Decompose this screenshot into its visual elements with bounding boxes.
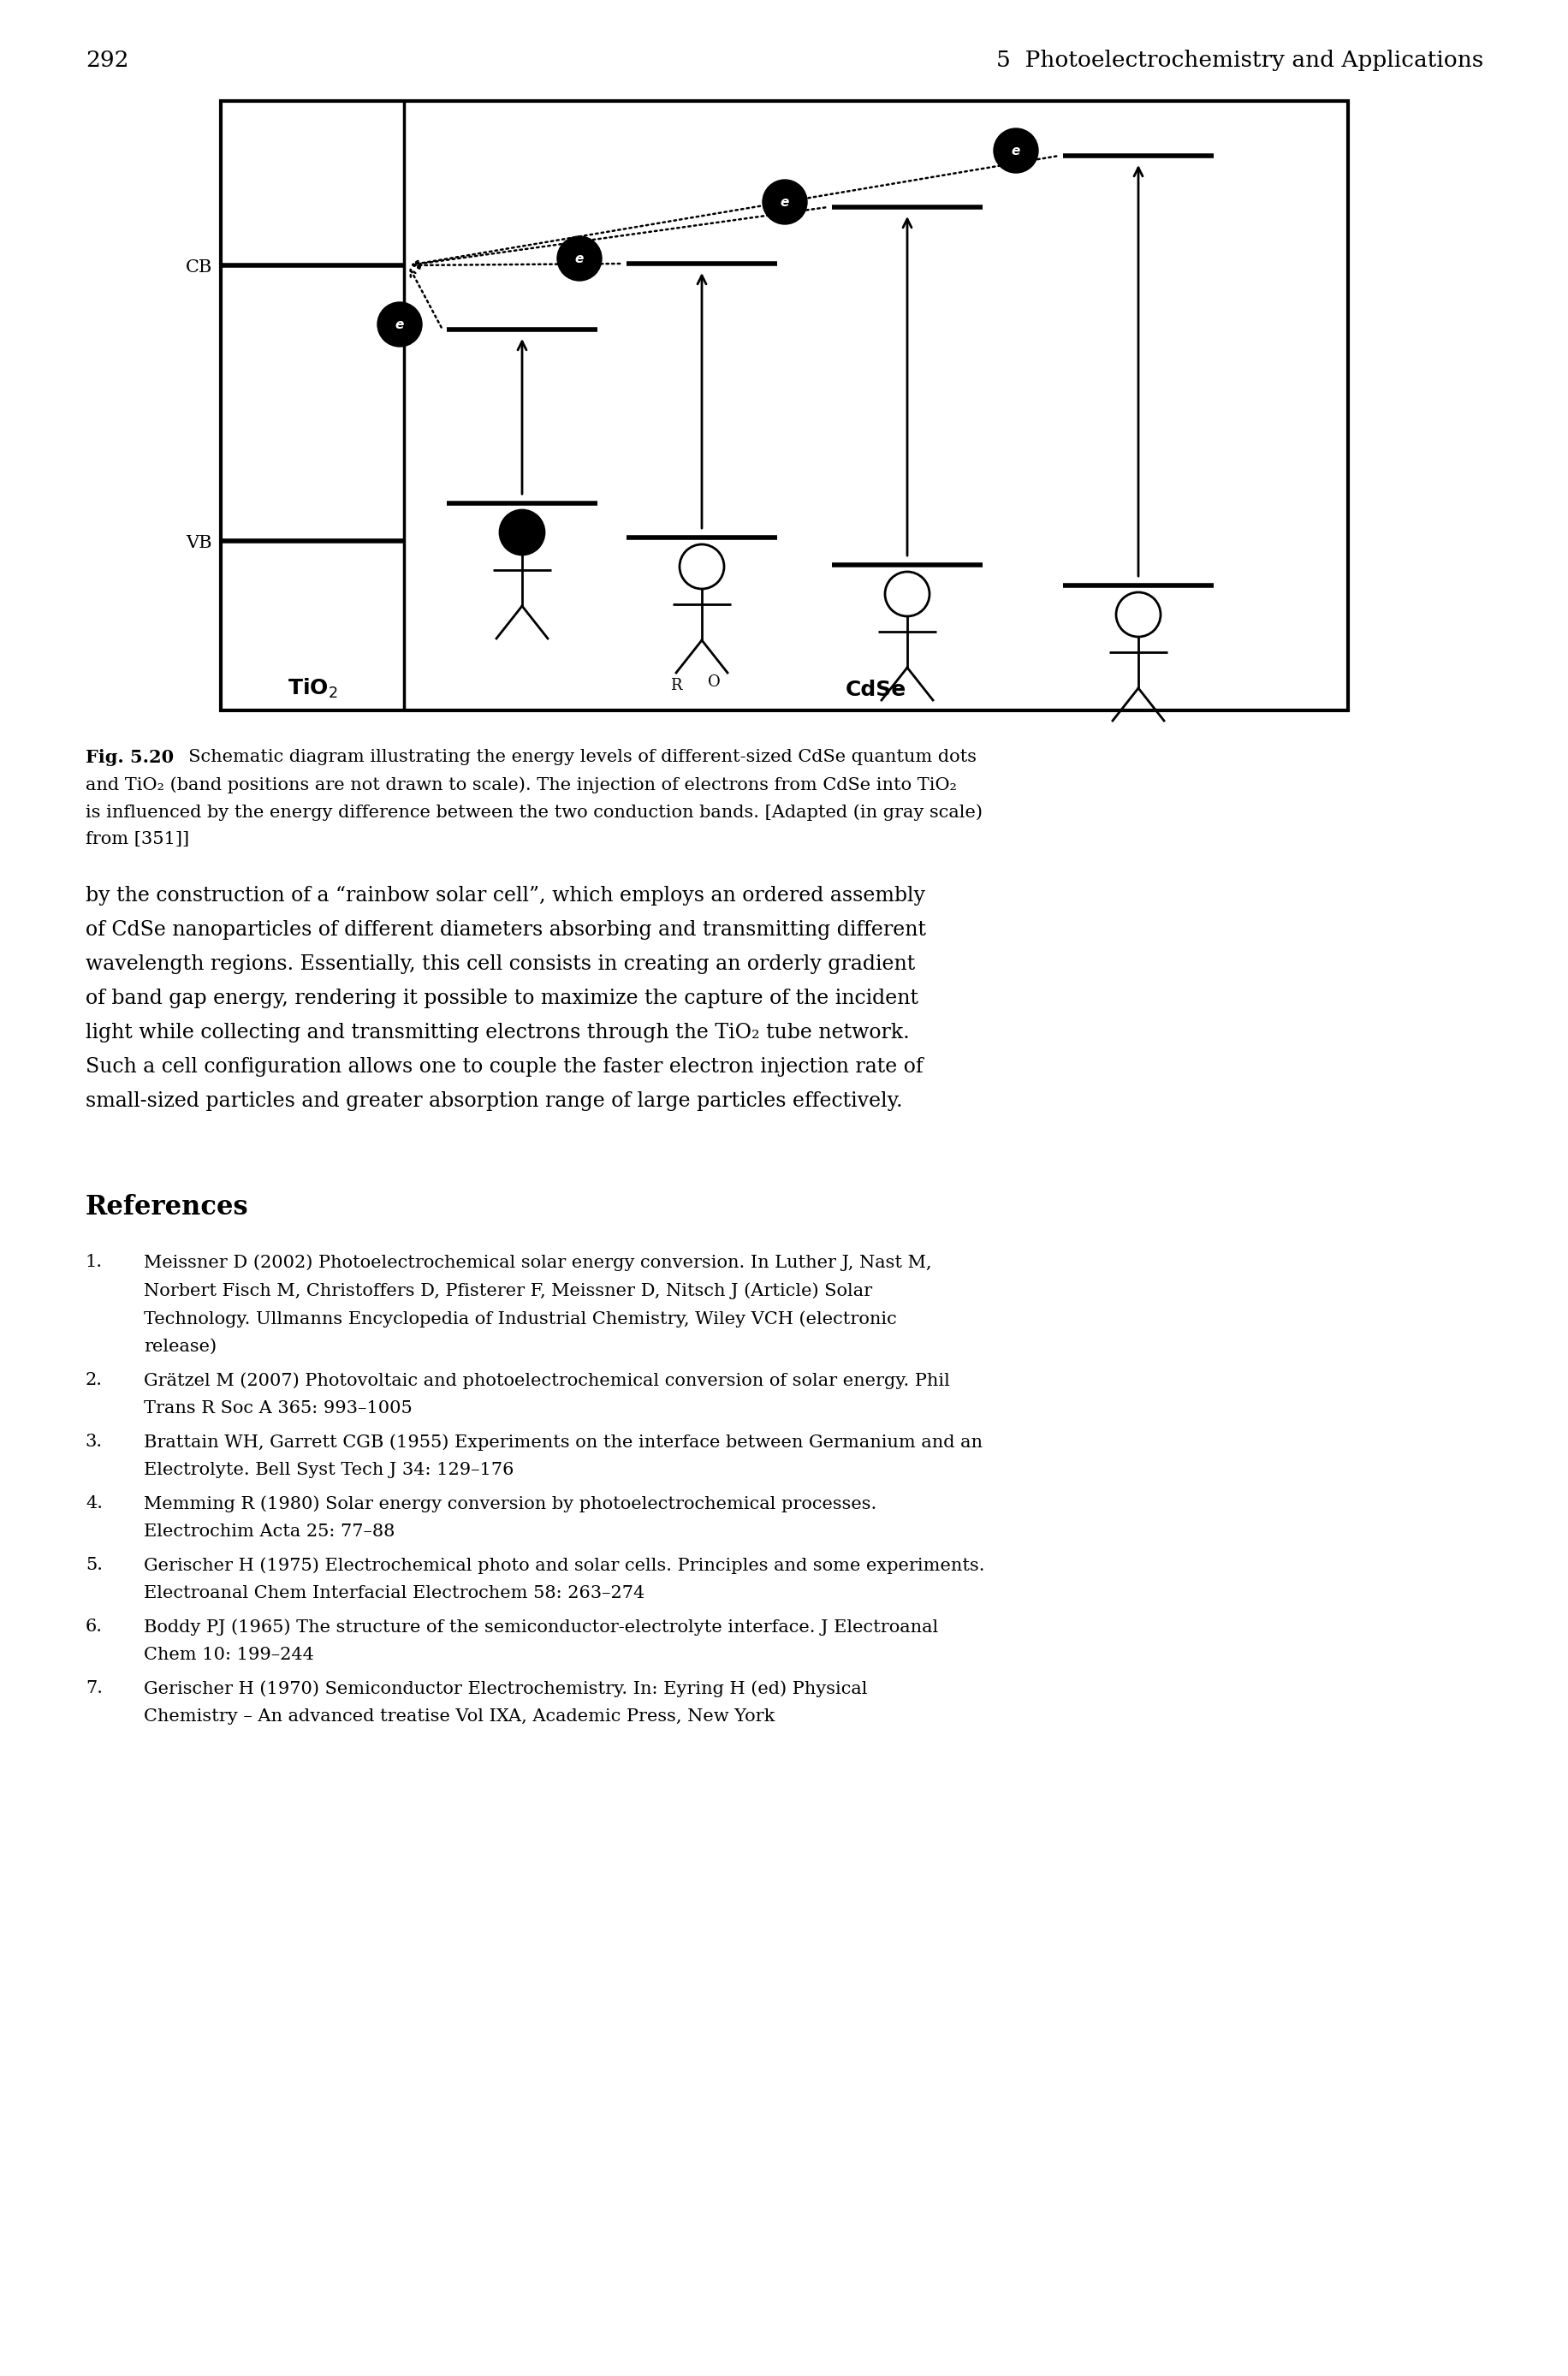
Text: 6.: 6. [86,1618,102,1635]
Text: 1.: 1. [85,1255,102,1271]
Text: release): release) [144,1338,216,1354]
Text: 5  Photoelectrochemistry and Applications: 5 Photoelectrochemistry and Applications [996,50,1482,71]
Text: of CdSe nanoparticles of different diameters absorbing and transmitting differen: of CdSe nanoparticles of different diame… [86,920,925,941]
Text: Gerischer H (1975) Electrochemical photo and solar cells. Principles and some ex: Gerischer H (1975) Electrochemical photo… [144,1556,985,1573]
Text: Brattain WH, Garrett CGB (1955) Experiments on the interface between Germanium a: Brattain WH, Garrett CGB (1955) Experime… [144,1433,982,1449]
Text: is influenced by the energy difference between the two conduction bands. [Adapte: is influenced by the energy difference b… [86,803,982,820]
Text: wavelength regions. Essentially, this cell consists in creating an orderly gradi: wavelength regions. Essentially, this ce… [86,955,914,974]
Text: Fig. 5.20: Fig. 5.20 [86,748,174,765]
Text: Norbert Fisch M, Christoffers D, Pfisterer F, Meissner D, Nitsch J (Article) Sol: Norbert Fisch M, Christoffers D, Pfister… [144,1283,872,1300]
Text: 7.: 7. [86,1680,102,1696]
Text: and TiO₂ (band positions are not drawn to scale). The injection of electrons fro: and TiO₂ (band positions are not drawn t… [86,777,956,794]
Text: 5.: 5. [86,1556,102,1573]
Text: light while collecting and transmitting electrons through the TiO₂ tube network.: light while collecting and transmitting … [86,1022,909,1043]
Text: Electrochim Acta 25: 77–88: Electrochim Acta 25: 77–88 [144,1523,395,1540]
Text: Gerischer H (1970) Semiconductor Electrochemistry. In: Eyring H (ed) Physical: Gerischer H (1970) Semiconductor Electro… [144,1680,867,1696]
Text: 4.: 4. [86,1495,102,1511]
Text: from [351]]: from [351]] [86,832,190,848]
Text: CB: CB [185,259,212,276]
Text: TiO$_2$: TiO$_2$ [287,677,337,701]
Text: e: e [395,318,405,330]
Circle shape [884,573,928,615]
Bar [221,102,1347,710]
Text: Electroanal Chem Interfacial Electrochem 58: 263–274: Electroanal Chem Interfacial Electrochem… [144,1585,644,1601]
Circle shape [1115,592,1160,637]
Text: Boddy PJ (1965) The structure of the semiconductor-electrolyte interface. J Elec: Boddy PJ (1965) The structure of the sem… [144,1618,938,1635]
Text: Electrolyte. Bell Syst Tech J 34: 129–176: Electrolyte. Bell Syst Tech J 34: 129–17… [144,1461,514,1478]
Text: Trans R Soc A 365: 993–1005: Trans R Soc A 365: 993–1005 [144,1399,412,1416]
Text: of band gap energy, rendering it possible to maximize the capture of the inciden: of band gap energy, rendering it possibl… [86,988,917,1007]
Text: 3.: 3. [85,1433,102,1449]
Text: e: e [575,252,583,264]
Circle shape [762,181,806,223]
Text: Memming R (1980) Solar energy conversion by photoelectrochemical processes.: Memming R (1980) Solar energy conversion… [144,1495,877,1511]
Circle shape [993,128,1038,173]
Text: O: O [707,675,720,689]
Text: CdSe: CdSe [845,680,906,701]
Text: Schematic diagram illustrating the energy levels of different-sized CdSe quantum: Schematic diagram illustrating the energ… [177,748,975,765]
Text: Meissner D (2002) Photoelectrochemical solar energy conversion. In Luther J, Nas: Meissner D (2002) Photoelectrochemical s… [144,1255,931,1271]
Circle shape [557,235,602,280]
Text: Grätzel M (2007) Photovoltaic and photoelectrochemical conversion of solar energ: Grätzel M (2007) Photovoltaic and photoe… [144,1371,949,1390]
Text: small-sized particles and greater absorption range of large particles effectivel: small-sized particles and greater absorp… [86,1091,902,1112]
Text: References: References [86,1195,249,1221]
Text: by the construction of a “rainbow solar cell”, which employs an ordered assembly: by the construction of a “rainbow solar … [86,886,925,905]
Text: e: e [1011,145,1019,157]
Circle shape [679,544,724,589]
Text: 292: 292 [86,50,129,71]
Circle shape [500,511,544,554]
Text: e: e [779,195,789,209]
Text: Technology. Ullmanns Encyclopedia of Industrial Chemistry, Wiley VCH (electronic: Technology. Ullmanns Encyclopedia of Ind… [144,1312,897,1328]
Circle shape [378,302,422,347]
Text: VB: VB [187,535,212,551]
Text: R: R [670,677,682,694]
Text: Chem 10: 199–244: Chem 10: 199–244 [144,1647,314,1663]
Text: Such a cell configuration allows one to couple the faster electron injection rat: Such a cell configuration allows one to … [86,1057,922,1076]
Text: 2.: 2. [86,1371,102,1388]
Text: Chemistry – An advanced treatise Vol IXA, Academic Press, New York: Chemistry – An advanced treatise Vol IXA… [144,1708,775,1725]
